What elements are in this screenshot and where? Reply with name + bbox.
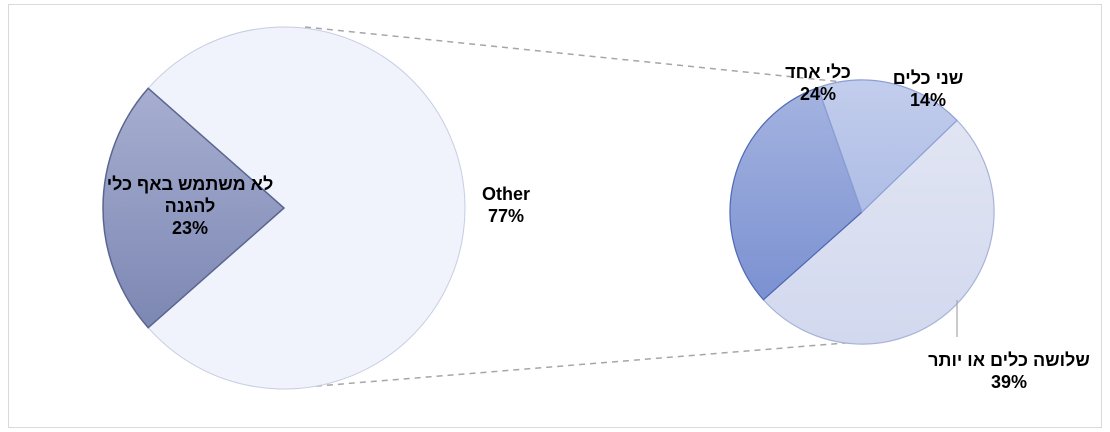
label-three-plus-tools-line: שלושה כלים או יותר — [928, 350, 1090, 370]
label-two-tools-line: שני כלים — [893, 68, 964, 88]
label-no-tool-line: להגנה — [165, 196, 216, 216]
slice-three-plus-tools — [762, 119, 995, 345]
label-other: Other 77% — [482, 184, 530, 226]
label-one-tool-line: 24% — [800, 84, 836, 104]
slice-two-tools — [817, 79, 958, 214]
label-one-tool: כלי אחד 24% — [785, 62, 851, 104]
label-three-plus-tools-line: 39% — [991, 372, 1027, 392]
label-no-tool-line: לא משתמש באף כלי — [107, 174, 274, 194]
label-two-tools: שני כלים 14% — [893, 68, 964, 110]
label-other-line: Other — [482, 184, 530, 204]
data-labels: Other 77%לא משתמש באף כלי להגנה 23%כלי אחד 2… — [107, 62, 1090, 392]
connector-top — [304, 26, 844, 83]
label-no-tool: לא משתמש באף כלי להגנה 23% — [107, 174, 274, 238]
connector-bottom — [304, 341, 858, 388]
slice-one-tool — [729, 86, 863, 301]
label-three-plus-tools: שלושה כלים או יותר 39% — [928, 350, 1090, 392]
main-pie — [102, 26, 466, 390]
connector-lines — [304, 26, 858, 388]
label-no-tool-line: 23% — [172, 218, 208, 238]
slice-no-tool — [102, 87, 286, 329]
label-other-line: 77% — [488, 206, 524, 226]
label-two-tools-line: 14% — [910, 90, 946, 110]
secondary-pie — [729, 79, 995, 345]
slice-other — [147, 26, 466, 390]
label-one-tool-line: כלי אחד — [785, 62, 851, 82]
